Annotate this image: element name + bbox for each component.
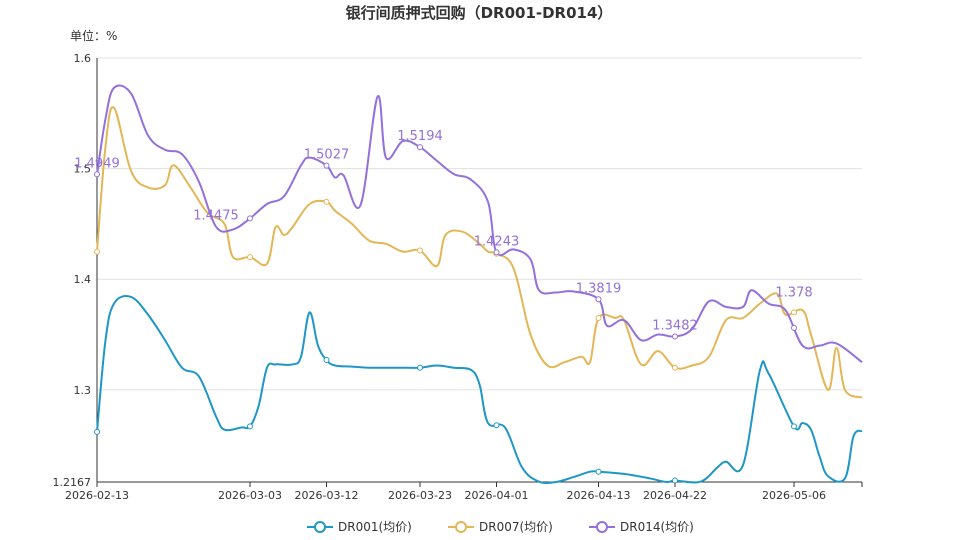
x-tick-label: 2026-04-22 xyxy=(643,489,707,502)
series-marker xyxy=(595,468,602,475)
y-tick-label: 1.6 xyxy=(74,52,92,65)
legend-label: DR014(均价) xyxy=(620,520,694,534)
series-marker xyxy=(323,162,330,169)
chart-title: 银行间质押式回购（DR001-DR014） xyxy=(346,4,613,22)
legend-label: DR001(均价) xyxy=(338,520,412,534)
series-marker xyxy=(595,314,602,321)
legend-marker xyxy=(596,521,608,533)
data-label: 1.5027 xyxy=(304,148,350,163)
series-marker xyxy=(493,249,500,256)
series-line-3 xyxy=(96,84,863,364)
series-marker xyxy=(417,364,423,371)
series-markers xyxy=(94,144,797,484)
y-tick-label: 1.5 xyxy=(74,163,92,176)
series-marker xyxy=(94,428,100,435)
series-marker xyxy=(94,248,100,255)
x-tick-label: 2026-03-23 xyxy=(388,489,452,502)
x-tick-label: 2026-05-06 xyxy=(762,489,826,502)
axes: 1.2167 1.3 1.4 1.5 1.6 2026-02-13 2026-03-03 20… xyxy=(53,52,863,502)
series-marker xyxy=(791,324,797,331)
data-label: 1.5194 xyxy=(397,129,443,144)
data-label: 1.4243 xyxy=(474,234,520,249)
series-marker xyxy=(247,215,253,222)
series-marker xyxy=(672,333,678,340)
series-line-2 xyxy=(96,106,863,399)
data-label: 1.3819 xyxy=(576,281,622,296)
series-marker xyxy=(323,356,330,363)
legend-item-3[interactable]: DR014(均价) xyxy=(589,520,694,534)
legend-item-1[interactable]: DR001(均价) xyxy=(307,520,412,534)
data-label: 1.378 xyxy=(775,286,812,301)
series-line-1 xyxy=(96,295,863,485)
series-lines xyxy=(96,84,863,485)
series-marker xyxy=(94,171,100,178)
data-labels: 1.4949 1.4475 1.5027 1.5194 1.4243 1.3819 1.34… xyxy=(74,129,812,333)
data-label: 1.4475 xyxy=(193,209,239,224)
data-label: 1.3482 xyxy=(652,319,698,334)
series-marker xyxy=(791,309,797,316)
y-tick-label: 1.3 xyxy=(74,384,92,397)
series-marker xyxy=(417,247,423,254)
data-label: 1.4949 xyxy=(74,156,120,171)
legend-marker xyxy=(455,521,467,533)
y-tick-label: 1.2167 xyxy=(53,476,92,489)
series-marker xyxy=(247,423,253,430)
legend-marker xyxy=(314,521,326,533)
x-tick-label: 2026-04-13 xyxy=(567,489,631,502)
legend-item-2[interactable]: DR007(均价) xyxy=(448,520,553,534)
grid xyxy=(97,57,862,391)
legend-label: DR007(均价) xyxy=(479,520,553,534)
series-marker xyxy=(672,364,678,371)
x-tick-label: 2026-04-01 xyxy=(465,489,529,502)
x-tick-label: 2026-03-03 xyxy=(218,489,282,502)
legend[interactable]: DR001(均价) DR007(均价) DR014(均价) xyxy=(307,520,694,534)
x-tick-label: 2026-02-13 xyxy=(65,489,129,502)
series-marker xyxy=(323,198,330,205)
series-marker xyxy=(417,144,423,151)
series-marker xyxy=(493,422,500,429)
x-tick-label: 2026-03-12 xyxy=(295,489,359,502)
series-marker xyxy=(595,296,602,303)
series-marker xyxy=(247,254,253,261)
y-tick-label: 1.4 xyxy=(74,273,92,286)
unit-label: 单位：% xyxy=(70,28,117,43)
series-marker xyxy=(791,423,797,430)
series-marker xyxy=(672,477,678,484)
